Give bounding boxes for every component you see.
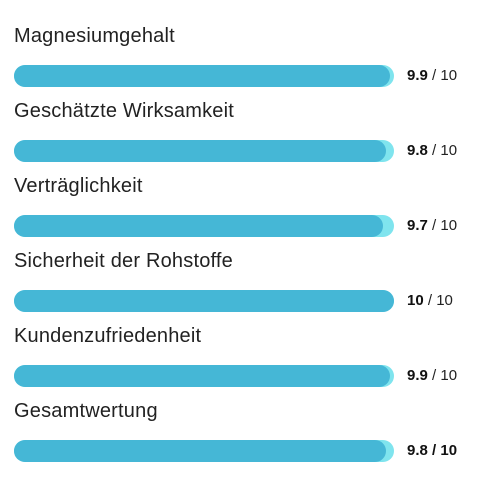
rating-score: 9.9 / 10: [407, 66, 457, 86]
rating-label: Verträglichkeit: [14, 175, 143, 197]
rating-score-max: / 10: [427, 442, 458, 459]
rating-label: Geschätzte Wirksamkeit: [14, 100, 235, 122]
rating-score-value: 9.7: [407, 217, 428, 234]
rating-bar-fill: [14, 65, 391, 87]
rating-score-value: 9.9: [407, 367, 428, 384]
rating-label: Magnesiumgehalt: [14, 25, 175, 47]
rating-bar-track: [14, 290, 394, 312]
rating-score: 9.8 / 10: [407, 141, 457, 161]
rating-bar-fill: [14, 290, 394, 312]
rating-score: 9.8 / 10: [407, 441, 457, 461]
rating-score-max: / 10: [423, 292, 453, 309]
rating-bar-fill: [14, 365, 391, 387]
rating-item-tolerability: Verträglichkeit 9.7 / 10: [14, 174, 482, 249]
rating-score-value: 9.8: [407, 442, 428, 459]
rating-bar-track: [14, 365, 394, 387]
rating-bar-fill: [14, 440, 387, 462]
rating-item-magnesium-content: Magnesiumgehalt 9.9 / 10: [14, 24, 482, 99]
rating-bar-fill: [14, 140, 387, 162]
rating-label: Gesamtwertung: [14, 400, 158, 422]
rating-score: 9.9 / 10: [407, 366, 457, 386]
rating-item-raw-material-safety: Sicherheit der Rohstoffe 10 / 10: [14, 249, 482, 324]
rating-label: Sicherheit der Rohstoffe: [14, 250, 233, 272]
rating-score-value: 9.8: [407, 142, 428, 159]
rating-bar-track: [14, 215, 394, 237]
rating-bar-track: [14, 440, 394, 462]
rating-item-estimated-effectiveness: Geschätzte Wirksamkeit 9.8 / 10: [14, 99, 482, 174]
rating-item-customer-satisfaction: Kundenzufriedenheit 9.9 / 10: [14, 324, 482, 399]
rating-label: Kundenzufriedenheit: [14, 325, 202, 347]
rating-score-max: / 10: [427, 217, 458, 234]
rating-score-max: / 10: [427, 142, 458, 159]
rating-bar-track: [14, 65, 394, 87]
rating-item-overall-score: Gesamtwertung 9.8 / 10: [14, 399, 482, 474]
rating-bar-track: [14, 140, 394, 162]
rating-score-value: 10: [407, 292, 424, 309]
rating-bar-fill: [14, 215, 383, 237]
rating-score: 9.7 / 10: [407, 216, 457, 236]
rating-score-max: / 10: [427, 367, 458, 384]
rating-score: 10 / 10: [407, 291, 453, 311]
rating-score-value: 9.9: [407, 67, 428, 84]
rating-score-max: / 10: [427, 67, 458, 84]
